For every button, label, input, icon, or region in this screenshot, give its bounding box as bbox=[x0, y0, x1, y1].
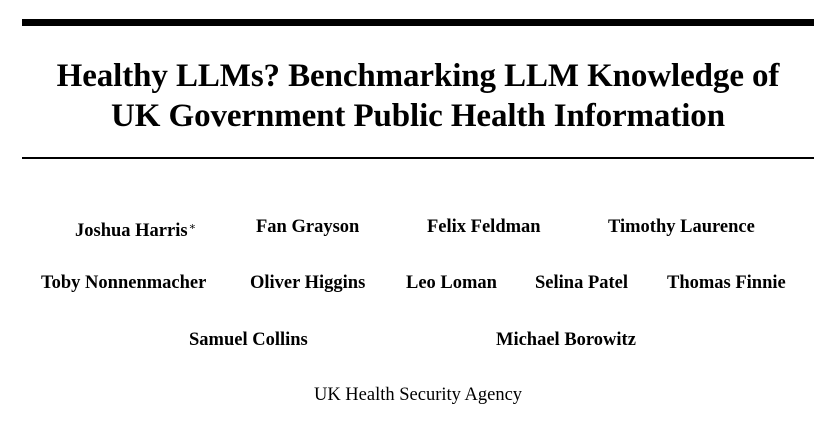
corresponding-author-mark: ∗ bbox=[188, 221, 197, 233]
author-fan-grayson: Fan Grayson bbox=[256, 217, 360, 237]
author-samuel-collins: Samuel Collins bbox=[189, 330, 308, 350]
paper-title: Healthy LLMs? Benchmarking LLM Knowledge… bbox=[22, 56, 814, 136]
author-toby-nonnenmacher: Toby Nonnenmacher bbox=[41, 273, 207, 293]
author-leo-loman: Leo Loman bbox=[406, 273, 497, 293]
author-timothy-laurence: Timothy Laurence bbox=[608, 217, 755, 237]
author-name: Joshua Harris bbox=[75, 221, 188, 241]
title-bottom-rule bbox=[22, 157, 814, 159]
author-oliver-higgins: Oliver Higgins bbox=[250, 273, 366, 293]
author-michael-borowitz: Michael Borowitz bbox=[496, 330, 636, 350]
author-thomas-finnie: Thomas Finnie bbox=[667, 273, 786, 293]
title-line-1: Healthy LLMs? Benchmarking LLM Knowledge… bbox=[56, 58, 780, 94]
author-felix-feldman: Felix Feldman bbox=[427, 217, 541, 237]
affiliation: UK Health Security Agency bbox=[313, 385, 523, 405]
author-selina-patel: Selina Patel bbox=[535, 273, 629, 293]
author-joshua-harris: Joshua Harris∗ bbox=[75, 216, 196, 242]
top-rule bbox=[22, 19, 814, 26]
title-line-2: UK Government Public Health Information bbox=[111, 98, 725, 134]
